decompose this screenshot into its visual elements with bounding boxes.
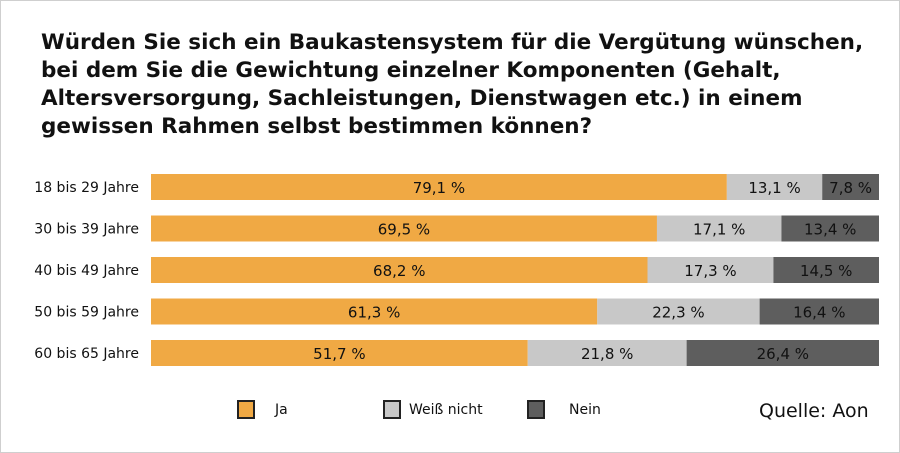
category-label: 30 bis 39 Jahre (34, 222, 139, 238)
legend-item-nein: Nein (527, 400, 601, 419)
data-label: 14,5 % (800, 262, 852, 280)
bar-segment-nein (781, 215, 879, 242)
legend-label-nein: Nein (569, 401, 601, 418)
source-note: Quelle: Aon (759, 400, 869, 422)
category-label: 18 bis 29 Jahre (34, 180, 139, 196)
legend-item-ja: Ja (237, 400, 288, 419)
data-label: 61,3 % (348, 304, 400, 322)
data-label: 13,4 % (804, 221, 856, 239)
data-label: 17,1 % (693, 221, 745, 239)
bar-segment-ja (151, 215, 657, 242)
bar-segment-nein (686, 340, 879, 366)
category-label: 40 bis 49 Jahre (34, 263, 139, 279)
data-label: 13,1 % (748, 179, 800, 197)
category-label: 60 bis 65 Jahre (34, 346, 139, 362)
bar-segment-wei-nicht (647, 257, 774, 283)
data-label: 79,1 % (413, 179, 465, 197)
bar-segment-wei-nicht (656, 215, 782, 242)
data-label: 21,8 % (581, 345, 633, 363)
data-label: 69,5 % (378, 221, 430, 239)
bar-segment-ja (151, 257, 648, 283)
data-label: 16,4 % (793, 304, 845, 322)
legend-label-ja: Ja (275, 401, 288, 418)
bar-segment-ja (151, 174, 727, 200)
chart-title: Würden Sie sich ein Baukastensystem für … (41, 30, 864, 139)
legend-swatch-ja (237, 400, 255, 419)
data-label: 68,2 % (373, 262, 425, 280)
legend-label-weiss-nicht: Weiß nicht (409, 401, 483, 418)
bar-segment-wei-nicht (597, 298, 760, 325)
bar-segment-wei-nicht (527, 340, 687, 366)
data-label: 22,3 % (652, 304, 704, 322)
bar-segment-ja (151, 298, 598, 325)
data-label: 17,3 % (684, 262, 736, 280)
data-label: 51,7 % (313, 345, 365, 363)
data-label: 26,4 % (757, 345, 809, 363)
category-label: 50 bis 59 Jahre (34, 305, 139, 321)
bar-segment-nein (759, 298, 879, 325)
data-label: 7,8 % (829, 179, 872, 197)
legend-swatch-weiss-nicht (383, 400, 401, 419)
legend-item-weiss-nicht: Weiß nicht (383, 400, 483, 419)
bar-segment-nein (773, 257, 879, 283)
bar-segment-nein (822, 174, 879, 200)
legend-swatch-nein (527, 400, 545, 419)
bar-segment-wei-nicht (726, 174, 823, 200)
bar-segment-ja (151, 340, 528, 366)
